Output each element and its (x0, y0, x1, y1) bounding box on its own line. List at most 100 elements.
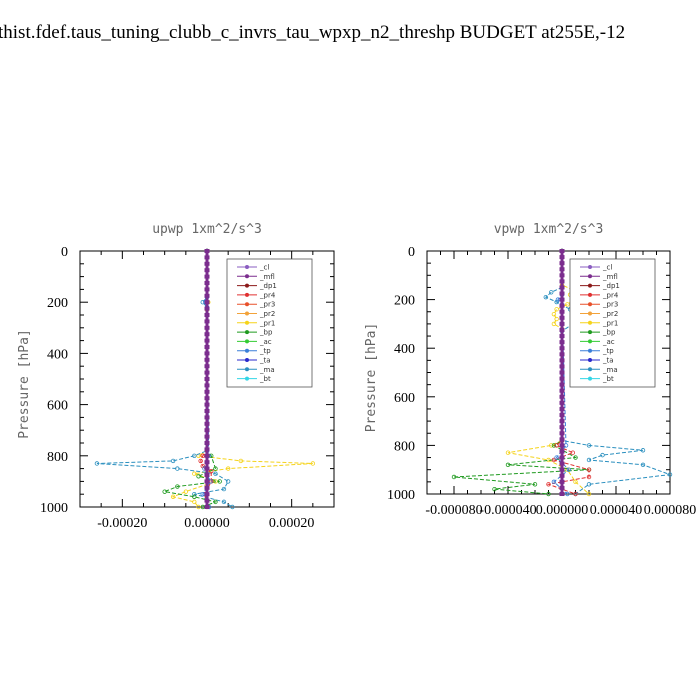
y-tick-label: 0 (61, 245, 68, 260)
legend-marker (245, 358, 249, 362)
series-point (183, 489, 189, 494)
series-point (667, 472, 673, 477)
series-point (204, 460, 210, 465)
series-point (204, 281, 210, 285)
y-tick-label: 1000 (40, 501, 68, 516)
series-point (209, 468, 214, 474)
series-point (559, 303, 565, 308)
series-point (559, 249, 565, 253)
series-point (559, 455, 565, 460)
series-point (559, 431, 565, 436)
series-point (192, 453, 197, 458)
series-point (563, 443, 569, 448)
series-point (559, 291, 565, 296)
series-point (204, 261, 210, 266)
series-point (204, 505, 210, 509)
legend-label: _ta (259, 357, 271, 365)
y-tick-label: 600 (394, 391, 415, 406)
series-point (559, 279, 565, 284)
series-point (559, 479, 565, 484)
legend-label: _pr3 (259, 301, 275, 309)
series-point (204, 402, 210, 407)
series-point (543, 294, 548, 300)
series-point (230, 504, 235, 510)
y-axis-label: Pressure [hPa] (17, 329, 32, 439)
series-point (559, 376, 565, 381)
legend-marker (588, 348, 592, 353)
series-point (196, 504, 201, 510)
series-point (192, 499, 197, 505)
legend-label: _mfl (602, 273, 618, 281)
series-point (559, 400, 565, 405)
series-point (204, 319, 210, 324)
series-point (586, 491, 592, 497)
series-line-ma (96, 251, 233, 508)
legend-label: _tp (259, 347, 271, 355)
legend-marker (245, 283, 249, 288)
series-point (640, 462, 646, 468)
series-point (559, 321, 565, 326)
legend-marker (245, 311, 249, 316)
series-point (551, 443, 557, 448)
y-axis-label: Pressure [hPa] (364, 323, 379, 433)
series-point (198, 458, 203, 464)
series-point (559, 267, 565, 272)
series-point (204, 428, 210, 433)
legend-label: _dp1 (602, 282, 620, 290)
legend-marker (245, 376, 249, 381)
legend-marker (245, 330, 249, 335)
series-point (551, 311, 557, 317)
y-tick-label: 800 (47, 450, 68, 465)
series-point (546, 491, 551, 497)
legend-label: _pr3 (602, 301, 618, 309)
x-tick-label: 0.000000 (536, 503, 589, 518)
y-tick-label: 400 (47, 347, 68, 362)
series-point (204, 396, 210, 401)
series-point (204, 332, 210, 337)
series-point (559, 388, 565, 393)
series-point (204, 338, 210, 343)
legend-label: _pr2 (259, 310, 275, 318)
legend-label: _cl (602, 264, 612, 272)
series-point (204, 479, 210, 484)
y-tick-label: 0 (408, 245, 415, 260)
series-point (204, 287, 210, 292)
series-point (559, 315, 565, 320)
series-point (566, 467, 571, 472)
legend-marker (588, 311, 592, 316)
series-point (559, 473, 565, 478)
series-point (162, 489, 167, 494)
legend-label: _bp (602, 329, 616, 337)
series-point (192, 492, 197, 497)
series-point (559, 273, 565, 278)
legend-label: _mfl (259, 273, 275, 281)
series-point (559, 437, 565, 442)
legend-marker (588, 274, 592, 279)
series-point (559, 394, 565, 399)
series-point (204, 306, 210, 311)
series-point (586, 443, 592, 448)
series-point (204, 389, 210, 394)
legend-marker (588, 283, 592, 288)
chart-title: vpwp 1xm^2/s^3 (494, 222, 604, 237)
page-title: thist.fdef.taus_tuning_clubb_c_invrs_tau… (0, 22, 626, 43)
series-point (565, 302, 570, 307)
legend-marker (588, 330, 592, 335)
series-point (204, 441, 210, 445)
series-point (204, 434, 210, 439)
series-point (170, 494, 176, 499)
series-point (559, 340, 565, 345)
series-point (559, 352, 565, 357)
series-point (204, 383, 210, 388)
series-point (559, 358, 565, 363)
x-tick-label: 0.000080 (644, 503, 697, 518)
series-point (204, 325, 210, 330)
series-point (559, 406, 565, 411)
series-point (505, 450, 511, 455)
series-point (559, 261, 565, 266)
series-point (204, 255, 210, 260)
series-point (192, 494, 197, 499)
legend-label: _bp (259, 329, 273, 337)
series-point (554, 455, 559, 460)
